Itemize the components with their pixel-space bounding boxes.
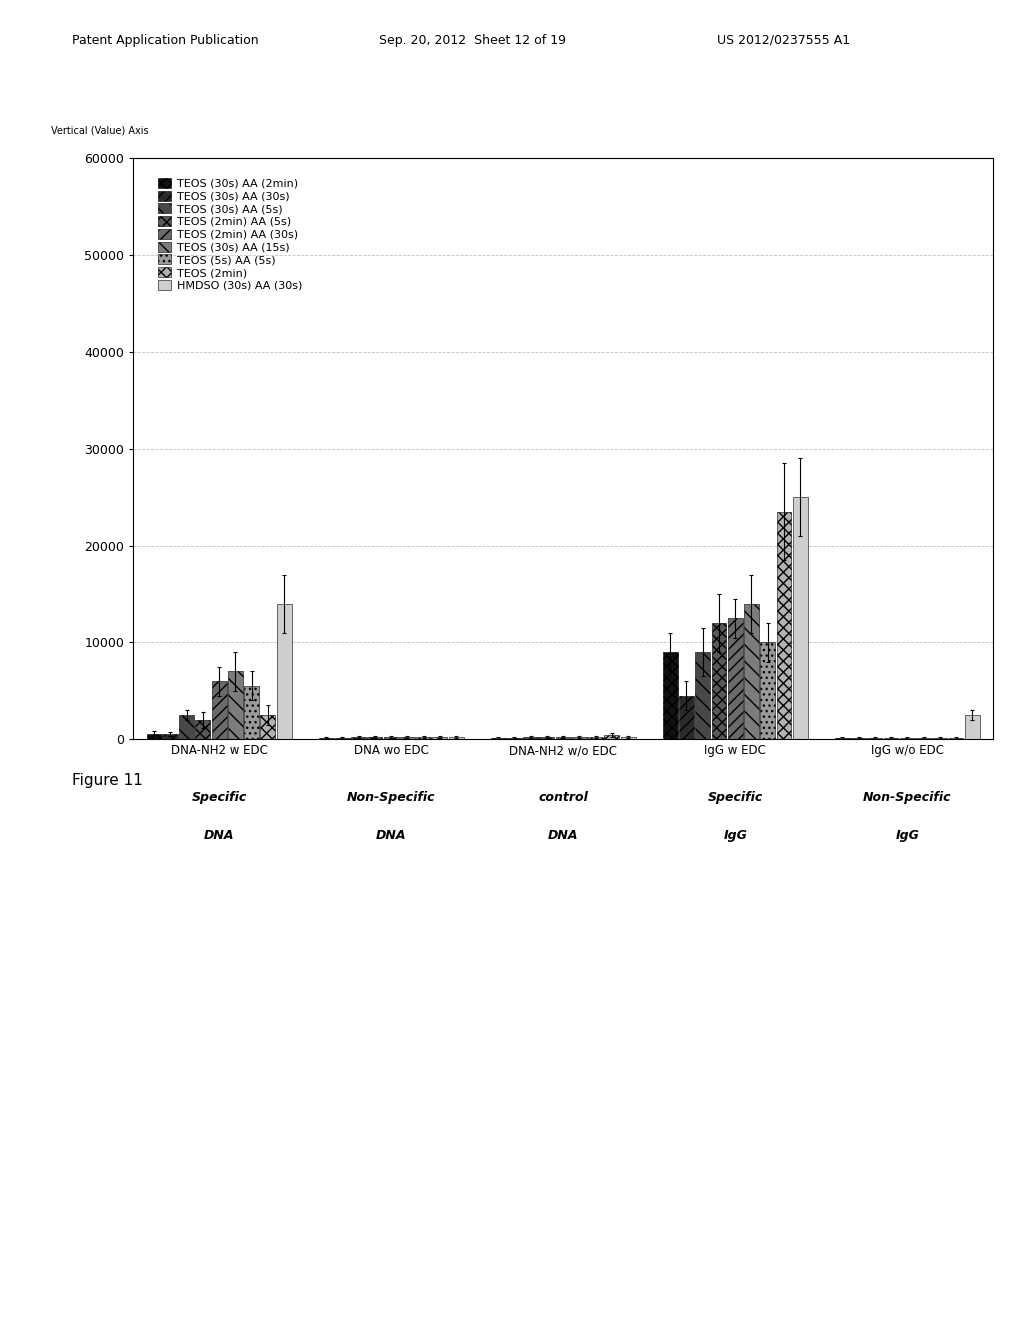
Bar [244,686,259,739]
Bar [744,603,759,739]
Bar [507,738,522,739]
Text: Specific: Specific [191,792,247,804]
Bar [916,738,931,739]
Bar [384,737,398,739]
Legend: TEOS (30s) AA (2min), TEOS (30s) AA (30s), TEOS (30s) AA (5s), TEOS (2min) AA (5: TEOS (30s) AA (2min), TEOS (30s) AA (30s… [156,176,304,293]
Bar [179,715,195,739]
Bar [523,738,539,739]
Text: DNA: DNA [204,829,234,842]
Bar [776,512,792,739]
Text: Figure 11: Figure 11 [72,774,142,788]
Bar [663,652,678,739]
Text: DNA: DNA [548,829,579,842]
Bar [212,681,226,739]
Bar [163,734,178,739]
Bar [965,715,980,739]
Bar [432,737,447,739]
Bar [900,738,914,739]
Bar [867,738,883,739]
Bar [146,734,162,739]
Text: Sep. 20, 2012  Sheet 12 of 19: Sep. 20, 2012 Sheet 12 of 19 [379,33,566,46]
Bar [260,715,275,739]
Text: Non-Specific: Non-Specific [863,792,951,804]
Bar [695,652,711,739]
Bar [588,738,603,739]
Bar [556,738,570,739]
Bar [400,737,415,739]
Bar [884,738,898,739]
Bar [318,738,334,739]
Text: Non-Specific: Non-Specific [347,792,435,804]
Text: control: control [539,792,588,804]
Bar [228,672,243,739]
Bar [368,737,382,739]
Text: IgG: IgG [895,829,920,842]
Bar [351,738,367,739]
Bar [948,738,964,739]
Bar [712,623,726,739]
Bar [851,738,866,739]
Text: Patent Application Publication: Patent Application Publication [72,33,258,46]
Bar [416,737,431,739]
Bar [449,737,464,739]
Bar [835,738,850,739]
Bar [932,738,947,739]
Bar [760,643,775,739]
Bar [793,498,808,739]
Bar [679,696,694,739]
Bar [728,618,742,739]
Bar [490,738,506,739]
Text: IgG: IgG [723,829,748,842]
Text: Specific: Specific [708,792,763,804]
Bar [335,738,350,739]
Text: DNA: DNA [376,829,407,842]
Text: US 2012/0237555 A1: US 2012/0237555 A1 [717,33,850,46]
Bar [276,603,292,739]
Bar [604,735,620,739]
Text: Vertical (Value) Axis: Vertical (Value) Axis [51,125,150,135]
Bar [196,719,210,739]
Bar [540,737,554,739]
Bar [572,738,587,739]
Bar [621,737,636,739]
